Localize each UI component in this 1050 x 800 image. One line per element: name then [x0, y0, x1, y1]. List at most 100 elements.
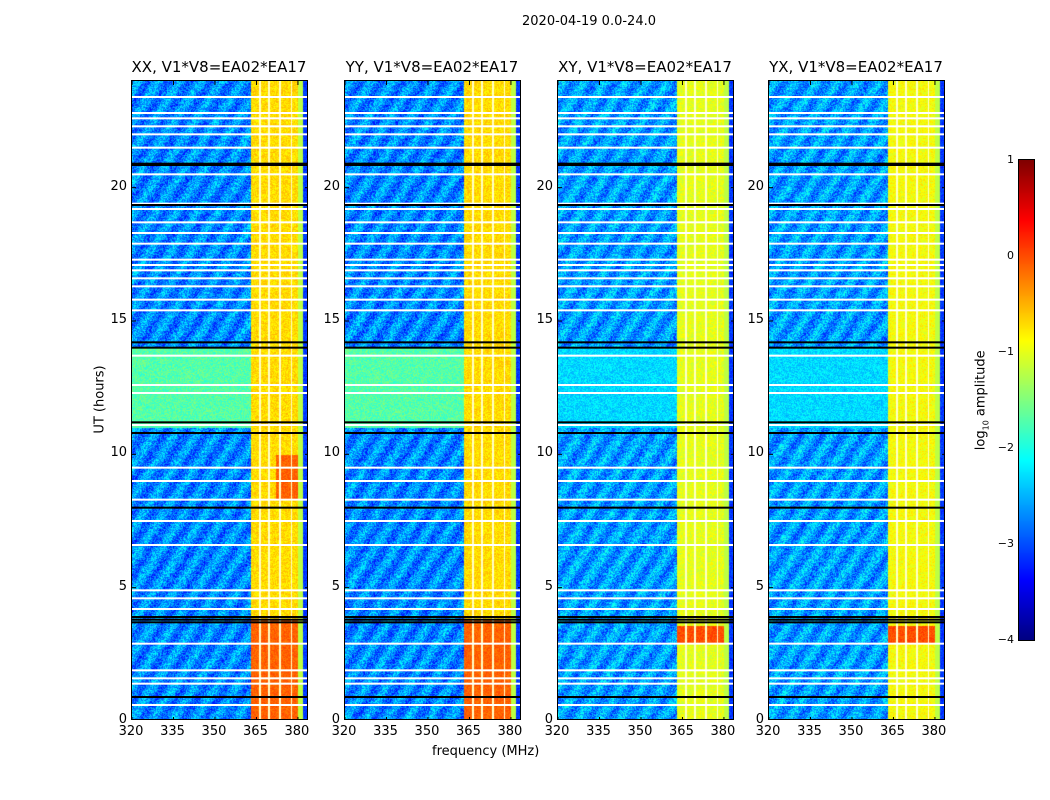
flagged-row: [345, 133, 520, 136]
flagged-row: [769, 298, 944, 301]
flagged-row: [132, 242, 307, 245]
x-tick-mark: [345, 717, 346, 719]
flagged-row: [769, 384, 944, 386]
y-tick-label: 5: [755, 578, 764, 594]
x-tick-mark: [558, 81, 559, 85]
flagged-row: [345, 544, 520, 546]
y-tick-mark: [731, 187, 733, 189]
y-tick-mark: [558, 320, 562, 322]
y-tick-mark: [558, 587, 562, 589]
flagged-row: [558, 125, 733, 128]
x-tick-mark: [385, 717, 387, 719]
x-tick-mark: [297, 717, 299, 719]
flagged-row: [558, 285, 733, 288]
flagged-row: [769, 480, 944, 482]
y-tick-mark: [345, 187, 349, 189]
flagged-row: [769, 146, 944, 149]
flagged-row: [769, 682, 944, 685]
y-tick-mark: [345, 453, 349, 455]
flagged-row: [769, 704, 944, 706]
spectrogram-panel-0: [131, 80, 308, 720]
flagged-row: [132, 704, 307, 706]
blank-row: [132, 341, 307, 344]
x-tick-mark: [558, 717, 559, 719]
flagged-row: [345, 520, 520, 522]
flagged-row: [132, 277, 307, 280]
x-tick-label: 350: [414, 724, 440, 739]
y-tick-mark: [305, 453, 307, 455]
x-tick-label: 320: [544, 724, 570, 739]
x-tick-label: 365: [456, 724, 481, 739]
x-tick-mark: [681, 81, 683, 85]
flagged-row: [558, 269, 733, 272]
y-tick-label: 15: [747, 312, 764, 327]
blank-row: [132, 346, 307, 349]
heatmap-cells: [558, 81, 733, 719]
flagged-row: [769, 277, 944, 280]
x-tick-label: 335: [797, 724, 822, 739]
colorbar-tick-label: 0: [1007, 249, 1014, 262]
flagged-row: [345, 392, 520, 394]
x-tick-label: 380: [497, 724, 523, 739]
flagged-row: [132, 96, 307, 98]
flagged-row: [132, 480, 307, 482]
blank-row: [769, 421, 944, 424]
spectrogram-panel-3: [768, 80, 945, 720]
y-tick-label: 10: [747, 445, 764, 461]
x-tick-mark: [132, 81, 133, 85]
panel-title: YX, V1*V8=EA02*EA17: [769, 58, 943, 76]
x-tick-label: 320: [118, 724, 144, 739]
x-tick-mark: [809, 717, 811, 719]
x-tick-mark: [510, 81, 512, 85]
flagged-row: [558, 242, 733, 245]
flagged-row: [132, 269, 307, 272]
flagged-row: [345, 285, 520, 288]
x-tick-mark: [255, 717, 257, 719]
y-tick-mark: [345, 587, 349, 589]
y-tick-label: 10: [323, 445, 340, 461]
flagged-row: [558, 96, 733, 98]
flagged-row: [345, 269, 520, 272]
y-axis-label: UT (hours): [92, 365, 108, 434]
colorbar-tick-label: −1: [997, 345, 1014, 358]
flagged-row: [132, 173, 307, 176]
y-tick-mark: [305, 187, 307, 189]
flagged-row: [345, 384, 520, 386]
x-tick-mark: [214, 81, 216, 85]
heatmap-cells: [132, 81, 307, 719]
x-tick-mark: [640, 717, 642, 719]
blank-row: [132, 162, 307, 165]
flagged-row: [345, 669, 520, 672]
x-tick-label: 350: [627, 724, 653, 739]
x-tick-label: 380: [921, 724, 947, 739]
blank-row: [132, 421, 307, 424]
x-tick-mark: [172, 81, 174, 85]
flagged-row: [558, 173, 733, 176]
flagged-row: [132, 208, 307, 210]
y-tick-mark: [305, 587, 307, 589]
y-tick-mark: [731, 587, 733, 589]
flagged-row: [558, 669, 733, 672]
flagged-row: [132, 589, 307, 592]
flagged-row: [345, 682, 520, 685]
y-tick-label: 10: [536, 445, 553, 461]
flagged-row: [132, 608, 307, 610]
flagged-row: [345, 112, 520, 114]
x-tick-mark: [681, 717, 683, 719]
flagged-row: [558, 597, 733, 600]
blank-row: [769, 506, 944, 509]
flagged-row: [769, 466, 944, 469]
y-tick-mark: [518, 453, 520, 455]
flagged-row: [132, 221, 307, 224]
flagged-row: [769, 642, 944, 645]
flagged-row: [769, 498, 944, 501]
flagged-row: [345, 677, 520, 680]
x-tick-label: 365: [243, 724, 268, 739]
y-tick-mark: [558, 453, 562, 455]
x-tick-mark: [468, 81, 470, 85]
flagged-row: [558, 384, 733, 386]
x-tick-mark: [769, 81, 770, 85]
y-tick-mark: [731, 453, 733, 455]
flagged-row: [769, 544, 944, 546]
y-tick-mark: [345, 320, 349, 322]
